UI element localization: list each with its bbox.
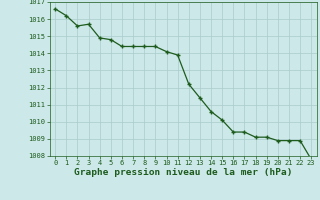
X-axis label: Graphe pression niveau de la mer (hPa): Graphe pression niveau de la mer (hPa) bbox=[74, 168, 292, 177]
